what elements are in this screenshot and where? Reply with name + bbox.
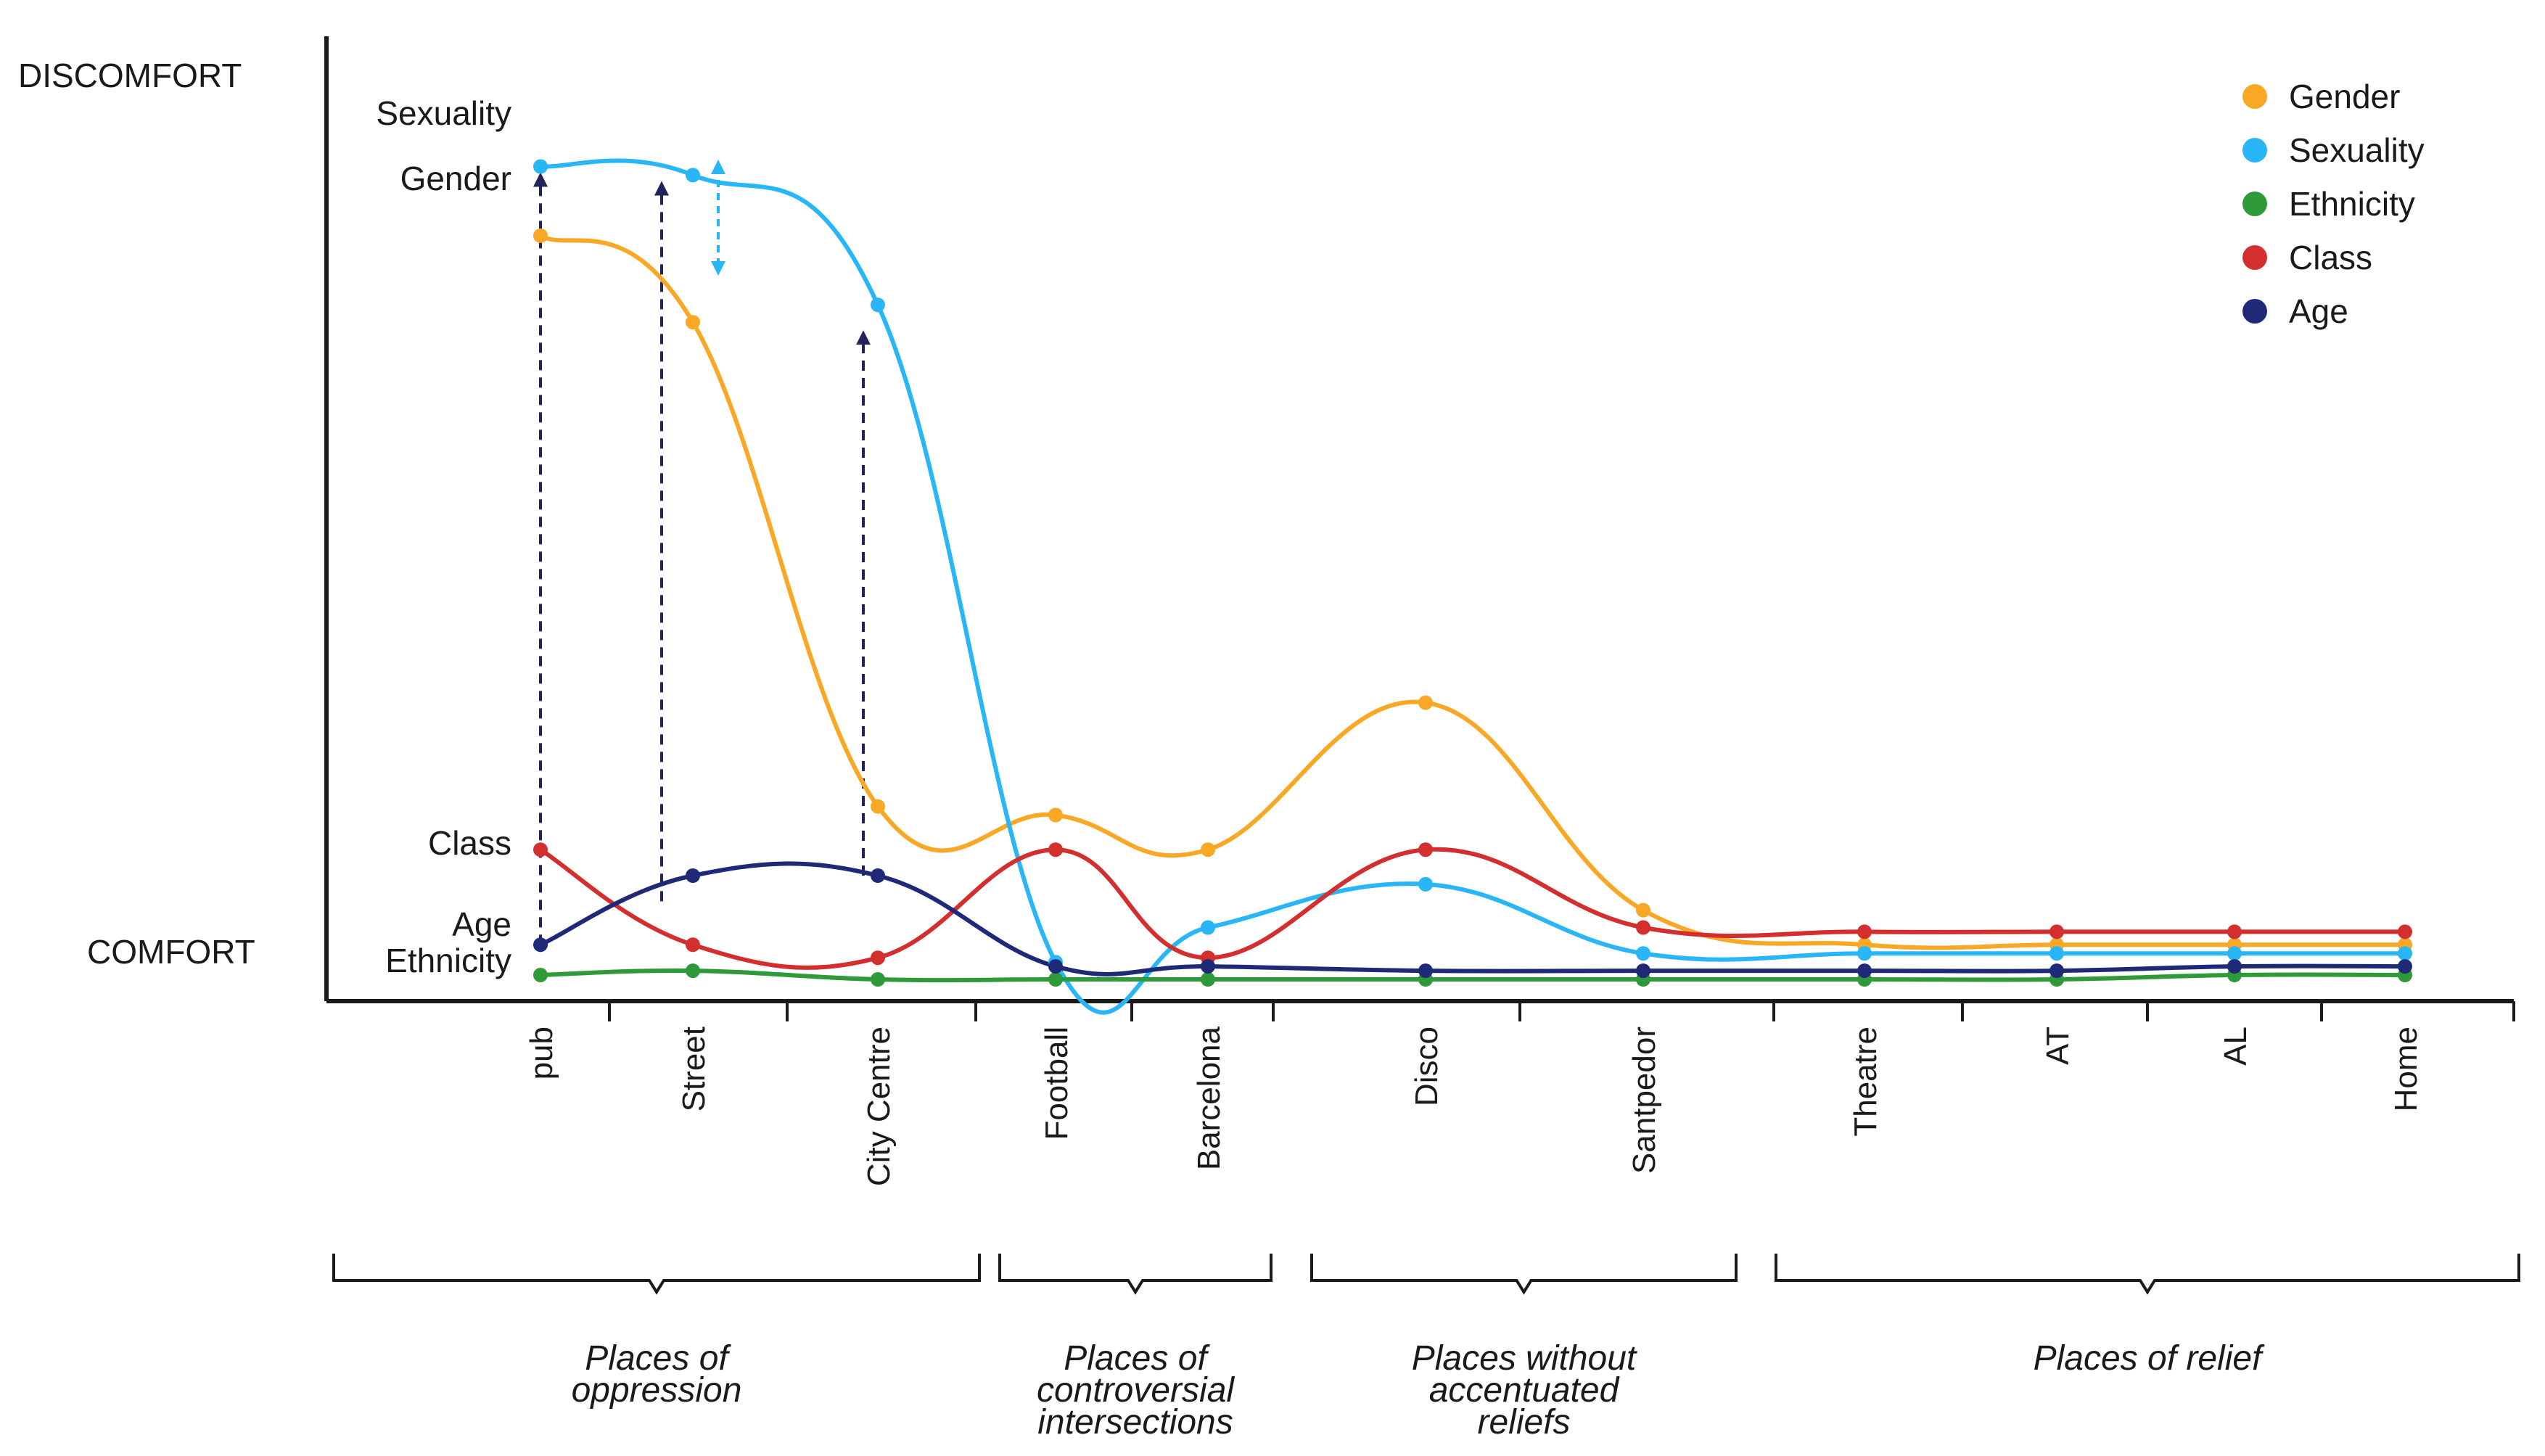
series-line-gender	[538, 233, 2407, 950]
point-class-theatre	[1857, 924, 1872, 939]
legend-swatch-sexuality	[2242, 138, 2267, 163]
legend-label-ethnicity: Ethnicity	[2289, 185, 2415, 223]
point-gender-santpedor	[1636, 902, 1650, 918]
x-label-theatre: Theatre	[1848, 1027, 1883, 1137]
point-class-home	[2398, 924, 2412, 939]
y-axis-top-label: DISCOMFORT	[18, 57, 242, 94]
x-label-city-centre: City Centre	[861, 1027, 897, 1186]
point-age-santpedor	[1636, 963, 1650, 979]
group-bracket-2	[998, 1254, 1272, 1295]
legend-label-gender: Gender	[2289, 78, 2400, 115]
x-label-at: AT	[2040, 1027, 2076, 1065]
x-tick-labels: pub Street City Centre Football Barcelona Dis…	[524, 1026, 2424, 1186]
legend-swatch-ethnicity	[2242, 192, 2267, 216]
annotation-arrows	[533, 160, 871, 945]
point-sexuality-theatre	[1857, 946, 1872, 961]
group-bracket-4	[1775, 1254, 2520, 1295]
line-label-age: Age	[452, 905, 511, 943]
point-class-football	[1048, 842, 1063, 857]
point-sexuality-al	[2227, 946, 2242, 961]
group-label-1-line-1: Places of	[585, 1339, 731, 1378]
group-bracket-1	[332, 1254, 981, 1295]
x-label-home: Home	[2388, 1027, 2424, 1111]
x-label-street: Street	[676, 1027, 712, 1111]
y-axis-bottom-label: COMFORT	[87, 933, 255, 971]
point-age-home	[2398, 959, 2412, 974]
group-label-2-line-3: intersections	[1037, 1403, 1233, 1441]
group-label-3-line-1: Places without	[1412, 1339, 1637, 1378]
x-label-football: Football	[1039, 1027, 1074, 1140]
point-ethnicity-football	[1048, 972, 1063, 987]
legend: Gender Sexuality Ethnicity Class Age	[2242, 78, 2425, 330]
line-label-sexuality: Sexuality	[376, 94, 511, 132]
series-line-class	[538, 847, 2407, 970]
point-age-al	[2227, 959, 2242, 974]
point-gender-football	[1048, 807, 1063, 823]
series-line-ethnicity	[538, 968, 2407, 983]
point-class-al	[2227, 924, 2242, 939]
x-label-disco: Disco	[1409, 1027, 1444, 1106]
point-sexuality-home	[2398, 946, 2412, 961]
legend-swatch-gender	[2242, 84, 2267, 109]
legend-swatch-age	[2242, 299, 2267, 324]
point-ethnicity-barcelona	[1201, 972, 1215, 987]
data-points	[533, 159, 2412, 987]
point-class-street	[686, 937, 700, 953]
point-class-pub	[533, 842, 548, 857]
point-age-barcelona	[1201, 959, 1215, 974]
point-class-disco	[1418, 842, 1433, 857]
point-age-street	[686, 868, 700, 883]
legend-label-sexuality: Sexuality	[2289, 131, 2425, 169]
series-lines	[538, 158, 2407, 1015]
point-age-disco	[1418, 963, 1433, 979]
point-sexuality-barcelona	[1201, 920, 1215, 935]
point-ethnicity-street	[686, 963, 700, 979]
group-label-2-line-1: Places of	[1064, 1339, 1210, 1378]
x-label-pub: pub	[524, 1027, 559, 1079]
point-sexuality-at	[2049, 946, 2064, 961]
point-age-city-centre	[871, 868, 885, 883]
point-class-at	[2049, 924, 2064, 939]
x-label-santpedor: Santpedor	[1627, 1027, 1662, 1174]
group-bracket-3	[1310, 1254, 1738, 1295]
x-label-barcelona: Barcelona	[1191, 1026, 1227, 1170]
point-sexuality-city-centre	[871, 297, 885, 313]
x-axis-ticks	[608, 1001, 2515, 1021]
point-sexuality-pub	[533, 159, 548, 174]
point-age-football	[1048, 959, 1063, 974]
series-line-age	[538, 861, 2407, 976]
point-class-santpedor	[1636, 920, 1650, 935]
series-line-sexuality	[538, 158, 2407, 1015]
point-gender-city-centre	[871, 799, 885, 814]
group-label-4-line-1: Places of relief	[2034, 1339, 2265, 1378]
point-gender-pub	[533, 228, 548, 243]
point-class-city-centre	[871, 950, 885, 966]
point-gender-barcelona	[1201, 842, 1215, 857]
legend-label-age: Age	[2289, 292, 2348, 330]
point-age-pub	[533, 937, 548, 953]
point-sexuality-disco	[1418, 876, 1433, 892]
point-gender-disco	[1418, 695, 1433, 710]
line-label-class: Class	[428, 824, 511, 862]
line-label-gender: Gender	[400, 160, 511, 197]
point-age-theatre	[1857, 963, 1872, 979]
point-ethnicity-pub	[533, 968, 548, 982]
axes	[324, 36, 2514, 1003]
point-sexuality-santpedor	[1636, 946, 1650, 961]
line-label-ethnicity: Ethnicity	[385, 942, 511, 979]
point-ethnicity-city-centre	[871, 972, 885, 987]
group-label-1-line-2: oppression	[572, 1371, 742, 1410]
legend-label-class: Class	[2289, 239, 2372, 276]
x-label-al: AL	[2218, 1027, 2253, 1066]
group-label-2-line-2: controversial	[1037, 1371, 1235, 1410]
point-gender-street	[686, 315, 700, 330]
point-age-at	[2049, 963, 2064, 979]
legend-swatch-class	[2242, 245, 2267, 270]
group-label-3-line-2: accentuated	[1429, 1371, 1620, 1410]
group-label-3-line-3: reliefs	[1477, 1403, 1570, 1441]
point-sexuality-street	[686, 168, 700, 183]
